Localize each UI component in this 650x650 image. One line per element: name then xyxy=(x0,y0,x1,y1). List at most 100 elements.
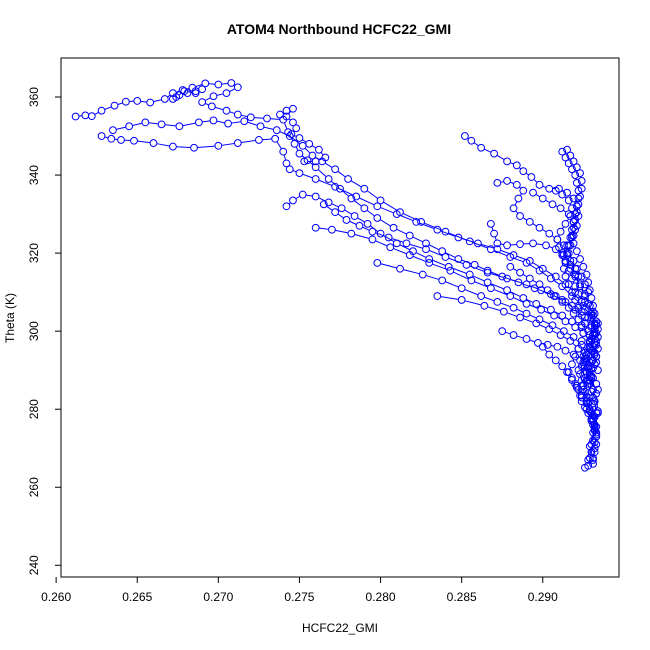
data-point xyxy=(581,370,589,378)
series-line-segment xyxy=(529,314,537,319)
series-line-segment xyxy=(587,400,590,406)
data-point xyxy=(285,165,294,174)
data-point xyxy=(256,122,265,131)
series-line-segment xyxy=(549,246,553,249)
data-point xyxy=(347,194,356,203)
series-line-segment xyxy=(241,114,248,118)
data-point xyxy=(214,80,223,89)
series-line-segment xyxy=(585,335,588,339)
data-point xyxy=(574,385,583,394)
series-line-segment xyxy=(140,100,147,103)
series-line-segment xyxy=(445,281,459,288)
series-line-segment xyxy=(477,265,485,270)
data-point xyxy=(529,188,537,197)
series-line-segment xyxy=(522,217,528,221)
data-point xyxy=(373,258,382,267)
data-point xyxy=(486,245,495,254)
series-line-segment xyxy=(380,207,394,214)
data-point xyxy=(556,204,565,213)
series-line-segment xyxy=(331,203,339,208)
data-point xyxy=(556,227,565,236)
series-line-segment xyxy=(187,91,193,94)
data-point xyxy=(157,120,166,129)
series-line-segment xyxy=(500,302,511,308)
data-point xyxy=(175,122,184,131)
data-point xyxy=(516,313,524,322)
series-line-segment xyxy=(464,289,479,296)
data-point xyxy=(425,255,434,263)
data-point xyxy=(561,153,570,162)
data-series xyxy=(97,132,602,457)
series-line-segment xyxy=(153,99,162,103)
series-line-segment xyxy=(490,271,500,276)
data-point xyxy=(566,233,575,242)
data-point xyxy=(576,391,584,400)
data-point xyxy=(477,292,486,300)
data-point xyxy=(571,323,580,332)
data-point xyxy=(282,159,291,168)
data-point xyxy=(589,459,597,468)
y-tick-label: 260 xyxy=(27,477,41,497)
series-line-segment xyxy=(582,377,585,383)
data-point xyxy=(279,147,288,156)
data-point xyxy=(311,192,320,201)
data-point xyxy=(576,370,584,378)
data-point xyxy=(592,379,601,388)
data-point xyxy=(224,119,232,128)
data-point xyxy=(563,145,571,154)
data-point xyxy=(558,249,567,258)
data-point xyxy=(576,280,584,289)
data-point xyxy=(282,112,291,121)
series-line-segment xyxy=(556,316,563,321)
series-line-segment xyxy=(284,122,288,130)
series-line-segment xyxy=(221,143,235,146)
data-point xyxy=(117,136,125,144)
data-point xyxy=(589,301,597,310)
data-point xyxy=(133,97,142,105)
data-point xyxy=(577,321,586,330)
series-line-segment xyxy=(176,146,191,149)
data-point xyxy=(344,175,353,183)
series-line-segment xyxy=(359,197,375,206)
series-line-segment xyxy=(572,342,577,347)
data-point xyxy=(418,270,427,279)
data-point xyxy=(477,143,486,152)
series-line-segment xyxy=(216,93,224,96)
series-line-segment xyxy=(215,106,224,111)
data-point xyxy=(563,188,571,197)
data-point xyxy=(172,93,181,101)
data-point xyxy=(486,284,495,293)
series-line-segment xyxy=(383,201,398,211)
data-point xyxy=(438,247,447,256)
data-point xyxy=(512,161,521,170)
data-point xyxy=(107,134,116,143)
data-point xyxy=(499,307,508,316)
data-point xyxy=(590,329,599,338)
data-point xyxy=(509,331,518,339)
x-tick-label: 0.275 xyxy=(284,590,314,604)
series-line-segment xyxy=(576,279,579,284)
chart-title: ATOM4 Northbound HCFC22_GMI xyxy=(227,21,451,37)
data-point xyxy=(233,83,242,92)
series-line-segment xyxy=(584,388,589,399)
data-point xyxy=(545,229,554,238)
series-line-segment xyxy=(399,244,411,251)
data-point xyxy=(584,409,593,418)
data-point xyxy=(561,317,570,326)
data-point xyxy=(87,112,96,121)
data-point xyxy=(569,350,578,359)
y-axis-label: Theta (K) xyxy=(3,293,17,343)
data-point xyxy=(483,278,492,287)
series-line-segment xyxy=(583,381,585,387)
data-point xyxy=(589,420,597,429)
series-line-segment xyxy=(116,126,126,130)
data-point xyxy=(373,214,382,222)
data-point xyxy=(572,381,581,390)
data-point xyxy=(572,247,581,256)
data-point xyxy=(590,422,599,431)
data-point xyxy=(355,221,364,230)
data-point xyxy=(209,116,218,125)
data-point xyxy=(584,379,593,388)
data-point xyxy=(566,212,575,220)
data-series xyxy=(169,85,207,103)
